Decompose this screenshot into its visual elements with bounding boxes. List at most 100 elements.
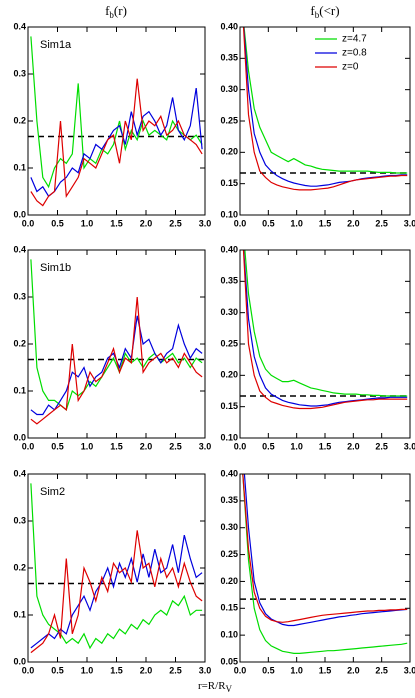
annotation: Sim1b [40,262,71,274]
x-tick-label: 1.5 [110,441,123,451]
title-rest: (<r) [319,3,339,18]
title-sub: b [109,10,114,20]
series-line [243,27,408,187]
x-tick-label: 1.0 [290,441,303,451]
plot-area [28,36,205,207]
y-tick-label: 0.20 [220,147,238,157]
y-tick-label: 0.1 [13,609,26,619]
plot-area [28,259,205,425]
x-tick-label: 0.5 [262,665,275,675]
x-tick-label: 2.5 [375,218,388,228]
x-tick-label: 0.0 [22,665,35,675]
x-axis-label: r=R/RV [198,680,233,695]
y-tick-label: 0.1 [13,385,26,395]
y-tick-label: 0.40 [220,468,238,478]
x-tick-label: 0.0 [234,441,247,451]
x-tick-label: 1.0 [81,665,94,675]
y-tick-label: 0.40 [220,244,238,254]
x-tick-label: 0.5 [262,218,275,228]
series-line [30,88,203,198]
x-tick-label: 2.0 [140,665,153,675]
series-line [243,474,408,627]
y-tick-label: 0.35 [220,276,238,286]
series-line [242,474,408,623]
legend-label: z=4.7 [342,34,367,45]
y-tick-label: 0.10 [220,432,238,442]
x-tick-label: 1.5 [319,665,332,675]
series-line [30,259,203,411]
series-line [30,530,203,654]
x-tick-label: 1.5 [110,665,123,675]
series-line [242,250,408,410]
y-tick-label: 0.05 [220,656,238,666]
y-tick-label: 0.15 [220,178,238,188]
y-tick-label: 0.25 [220,549,238,559]
legend-label: z=0 [342,62,359,73]
frame [239,26,411,216]
x-tick-label: 2.0 [140,441,153,451]
y-tick-label: 0.20 [220,576,238,586]
plot-area [28,483,205,654]
x-tick-label: 2.0 [347,665,360,675]
y-tick-label: 0.30 [220,307,238,317]
y-tick-label: 0.1 [13,162,26,172]
y-tick-label: 0.3 [13,68,26,78]
y-tick-label: 0.2 [13,562,26,572]
annotation: Sim1a [40,39,72,51]
x-tick-label: 2.5 [169,441,182,451]
title-rest: (r) [114,3,127,18]
y-tick-label: 0.35 [220,53,238,63]
frame [239,249,411,439]
title-main: f [310,3,315,18]
x-tick-label: 1.5 [319,218,332,228]
x-tick-label: 3.0 [404,441,415,451]
title-main: f [105,3,110,18]
column-title: fb(r) [105,3,127,20]
y-tick-label: 0.3 [13,515,26,525]
x-tick-label: 0.5 [51,665,64,675]
y-tick-label: 0.25 [220,115,238,125]
y-tick-label: 0.20 [220,370,238,380]
x-tick-label: 0.0 [22,441,35,451]
y-tick-label: 0.0 [13,432,26,442]
x-tick-label: 3.0 [404,665,415,675]
series-line [242,27,408,191]
series-line [30,36,203,189]
y-tick-label: 0.15 [220,603,238,613]
y-tick-label: 0.0 [13,209,26,219]
frame [27,26,206,216]
x-tick-label: 0.5 [51,441,64,451]
series-line [244,250,408,397]
x-tick-label: 0.0 [22,218,35,228]
series-line [242,474,408,654]
x-tick-label: 2.5 [169,218,182,228]
x-tick-label: 2.5 [169,665,182,675]
label-sub: V [226,684,233,694]
y-tick-label: 0.2 [13,338,26,348]
x-tick-label: 0.0 [234,665,247,675]
x-tick-label: 1.5 [110,218,123,228]
plot-area [240,250,410,410]
y-tick-label: 0.3 [13,291,26,301]
title-sub: b [315,10,320,20]
label-main: r=R/R [198,680,226,692]
series-line [243,250,408,407]
series-line [30,296,203,425]
x-tick-label: 1.0 [81,218,94,228]
frame [27,249,206,439]
series-line [30,534,203,649]
y-tick-label: 0.15 [220,401,238,411]
y-tick-label: 0.25 [220,338,238,348]
series-line [243,27,408,174]
annotation: Sim2 [40,486,65,498]
frame [27,473,206,663]
plot-area [240,27,410,191]
x-tick-label: 3.0 [199,441,212,451]
y-tick-label: 0.2 [13,115,26,125]
x-tick-label: 0.0 [234,218,247,228]
y-tick-label: 0.30 [220,522,238,532]
x-tick-label: 3.0 [199,665,212,675]
legend-label: z=0.8 [342,48,367,59]
y-tick-label: 0.4 [13,21,26,31]
